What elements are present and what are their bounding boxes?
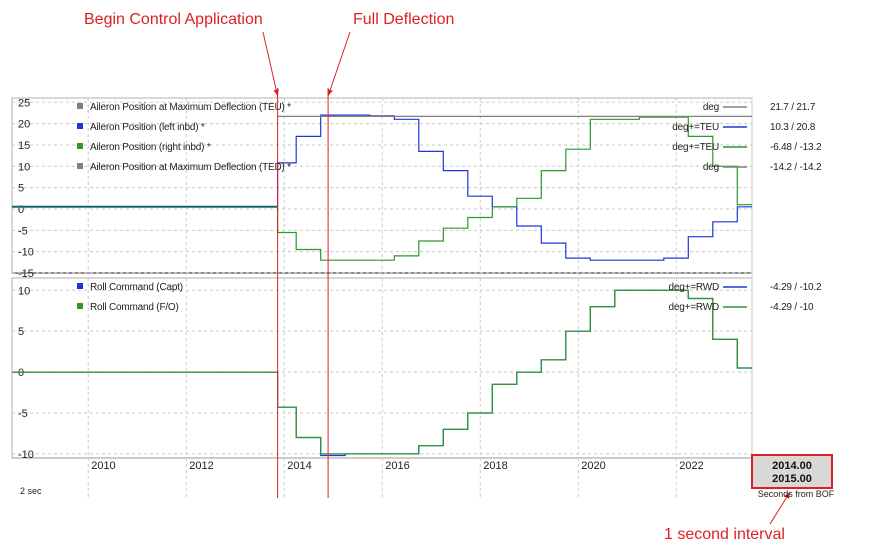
- top-y-axis: 25 20 15 10 5 0 -5 -10 -15: [18, 97, 34, 280]
- legend-label: Aileron Position at Maximum Deflection (…: [90, 162, 291, 173]
- bottom-series-group: [12, 289, 752, 457]
- annotation-arrow-begin: [262, 31, 279, 97]
- legend-unit: deg+=RWD: [669, 302, 719, 313]
- legend-swatch: [77, 303, 83, 309]
- top-y-tick-label: 10: [18, 161, 30, 173]
- x-tick-label: 2022: [679, 460, 703, 472]
- legend-swatch: [77, 123, 83, 129]
- legend-label: Roll Command (Capt): [90, 282, 183, 293]
- time-readout-start: 2014.00: [772, 460, 812, 472]
- annotation-arrow-full-head: [327, 89, 333, 96]
- legend-unit: deg+=RWD: [669, 282, 719, 293]
- bottom-y-axis: 10 5 0 -5 -10: [18, 285, 34, 461]
- x-tick-label: 2014: [287, 460, 311, 472]
- annotation-full-deflection: Full Deflection: [353, 11, 454, 28]
- event-markers: [262, 31, 791, 525]
- time-readout-end: 2015.00: [772, 473, 812, 485]
- legend-value: -4.29 / -10.2: [770, 282, 822, 293]
- bottom-y-tick-label: -5: [18, 408, 28, 420]
- time-readout-box[interactable]: [751, 454, 833, 489]
- x-tick-label: 2016: [385, 460, 409, 472]
- annotation-arrow-begin-head: [273, 89, 279, 96]
- legend-label: Aileron Position at Maximum Deflection (…: [90, 102, 291, 113]
- top-y-tick-label: 25: [18, 97, 30, 109]
- bottom-legend: Roll Command (Capt) deg+=RWD -4.29 / -10.2…: [77, 282, 822, 313]
- time-scale-label: 2 sec: [20, 486, 42, 496]
- top-y-tick-label: -15: [18, 268, 34, 280]
- top-series-line-1: [12, 116, 752, 261]
- legend-value: -14.2 / -14.2: [770, 162, 822, 173]
- legend-unit: deg+=TEU: [672, 142, 719, 153]
- x-tick-label: 2020: [581, 460, 605, 472]
- top-y-tick-label: 15: [18, 140, 30, 152]
- legend-unit: deg: [703, 102, 719, 113]
- legend-swatch: [77, 283, 83, 289]
- top-legend: Aileron Position at Maximum Deflection (…: [77, 102, 822, 173]
- x-axis: 2010 2012 2014 2016 2018 2020 2022: [12, 98, 752, 498]
- x-tick-label: 2010: [91, 460, 115, 472]
- legend-unit: deg: [703, 162, 719, 173]
- bottom-series-line-1: [12, 289, 752, 455]
- legend-swatch: [77, 143, 83, 149]
- top-y-tick-label: -5: [18, 225, 28, 237]
- top-y-tick-label: -10: [18, 247, 34, 259]
- top-series-group: [12, 114, 752, 261]
- bottom-y-tick-label: -10: [18, 449, 34, 461]
- top-series-line-0: [12, 114, 752, 261]
- legend-swatch: [77, 103, 83, 109]
- legend-value: -6.48 / -13.2: [770, 142, 822, 153]
- x-tick-label: 2012: [189, 460, 213, 472]
- top-y-tick-label: 0: [18, 204, 24, 216]
- bottom-y-tick-label: 10: [18, 285, 30, 297]
- legend-label: Aileron Position (right inbd) *: [90, 142, 211, 153]
- legend-value: -4.29 / -10: [770, 302, 814, 313]
- legend-label: Roll Command (F/O): [90, 302, 179, 313]
- annotation-arrow-full: [327, 31, 351, 97]
- bottom-y-tick-label: 0: [18, 367, 24, 379]
- legend-value: 10.3 / 20.8: [770, 122, 816, 133]
- top-y-tick-label: 5: [18, 183, 24, 195]
- annotation-arrow-interval-head: [784, 492, 790, 499]
- time-readout-caption: Seconds from BOF: [758, 489, 835, 499]
- legend-unit: deg+=TEU: [672, 122, 719, 133]
- legend-value: 21.7 / 21.7: [770, 102, 816, 113]
- legend-label: Aileron Position (left inbd) *: [90, 122, 205, 133]
- x-tick-label: 2018: [483, 460, 507, 472]
- top-y-tick-label: 20: [18, 119, 30, 131]
- annotation-interval: 1 second interval: [664, 526, 785, 543]
- bottom-y-tick-label: 5: [18, 326, 24, 338]
- annotation-begin-control: Begin Control Application: [84, 11, 263, 28]
- legend-swatch: [77, 163, 83, 169]
